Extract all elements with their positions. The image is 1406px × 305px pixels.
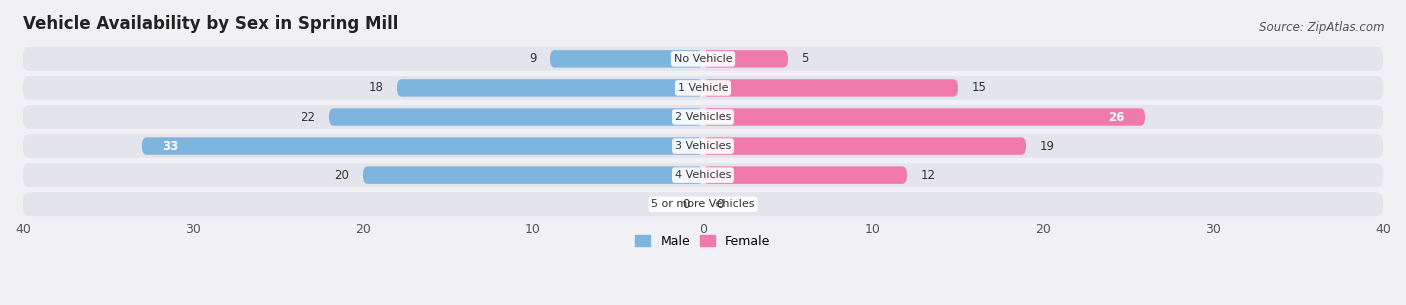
- FancyBboxPatch shape: [329, 108, 703, 126]
- FancyBboxPatch shape: [22, 105, 1384, 129]
- Text: 9: 9: [529, 52, 536, 65]
- Text: 2 Vehicles: 2 Vehicles: [675, 112, 731, 122]
- Text: 3 Vehicles: 3 Vehicles: [675, 141, 731, 151]
- Text: Vehicle Availability by Sex in Spring Mill: Vehicle Availability by Sex in Spring Mi…: [22, 15, 398, 33]
- FancyBboxPatch shape: [703, 137, 1026, 155]
- Text: 0: 0: [682, 198, 689, 211]
- Text: No Vehicle: No Vehicle: [673, 54, 733, 64]
- FancyBboxPatch shape: [550, 50, 703, 68]
- Text: 15: 15: [972, 81, 987, 95]
- FancyBboxPatch shape: [703, 50, 787, 68]
- Text: 4 Vehicles: 4 Vehicles: [675, 170, 731, 180]
- FancyBboxPatch shape: [22, 163, 1384, 187]
- Text: 22: 22: [301, 110, 315, 124]
- Text: 0: 0: [717, 198, 724, 211]
- FancyBboxPatch shape: [703, 167, 907, 184]
- Text: 33: 33: [162, 140, 179, 152]
- Text: Source: ZipAtlas.com: Source: ZipAtlas.com: [1260, 21, 1385, 34]
- Text: 18: 18: [368, 81, 384, 95]
- Legend: Male, Female: Male, Female: [630, 230, 776, 253]
- FancyBboxPatch shape: [142, 137, 703, 155]
- FancyBboxPatch shape: [22, 134, 1384, 158]
- Text: 5: 5: [801, 52, 808, 65]
- FancyBboxPatch shape: [703, 79, 957, 97]
- Text: 20: 20: [335, 169, 349, 182]
- FancyBboxPatch shape: [703, 108, 1144, 126]
- Text: 19: 19: [1039, 140, 1054, 152]
- Text: 1 Vehicle: 1 Vehicle: [678, 83, 728, 93]
- Text: 26: 26: [1108, 110, 1125, 124]
- Text: 5 or more Vehicles: 5 or more Vehicles: [651, 199, 755, 209]
- Text: 12: 12: [921, 169, 935, 182]
- FancyBboxPatch shape: [22, 76, 1384, 100]
- FancyBboxPatch shape: [22, 192, 1384, 216]
- FancyBboxPatch shape: [396, 79, 703, 97]
- FancyBboxPatch shape: [22, 47, 1384, 71]
- FancyBboxPatch shape: [363, 167, 703, 184]
